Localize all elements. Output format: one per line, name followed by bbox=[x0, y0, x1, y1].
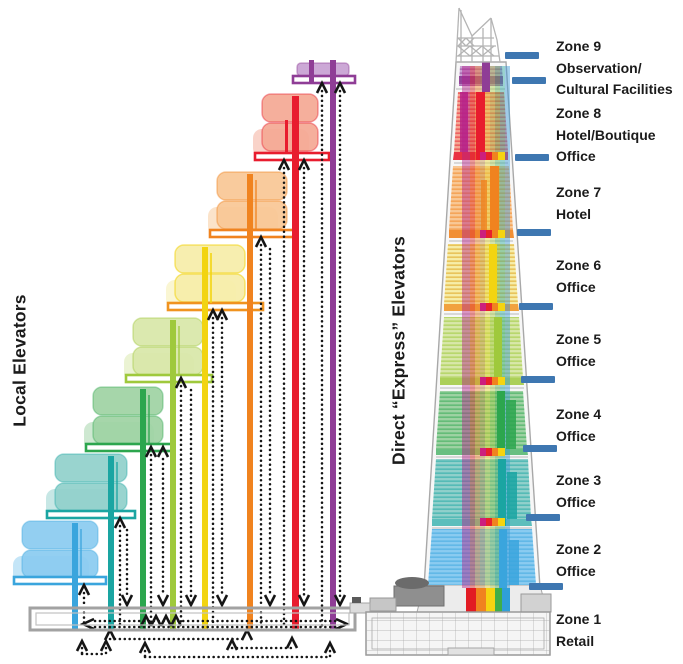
local-stack-zone-7 bbox=[208, 171, 297, 629]
zone-boundary-marker bbox=[526, 514, 560, 521]
zone-boundary-marker bbox=[517, 229, 551, 236]
zone-label-8: Zone 8 Hotel/Boutique Office bbox=[556, 105, 656, 164]
zone-boundary-markers bbox=[505, 52, 563, 590]
local-elevators-diagram bbox=[12, 60, 357, 659]
local-elevators-label: Local Elevators bbox=[9, 294, 30, 427]
tower-section bbox=[349, 7, 563, 656]
zone-boundary-marker bbox=[519, 303, 553, 310]
local-stack-zone-3 bbox=[45, 453, 137, 629]
zone-label-2: Zone 2 Office bbox=[556, 541, 602, 579]
local-stack-zone-2 bbox=[12, 520, 108, 629]
local-stack-zone-8 bbox=[253, 93, 331, 629]
zone-label-6: Zone 6 Office bbox=[556, 257, 602, 295]
zone-label-7: Zone 7 Hotel bbox=[556, 184, 602, 222]
zone-boundary-marker bbox=[505, 52, 539, 59]
local-stack-zone-5 bbox=[124, 317, 214, 629]
local-shafts-in-tower bbox=[460, 62, 519, 588]
zone-boundary-marker bbox=[521, 376, 555, 383]
local-stack-zone-9 bbox=[291, 60, 357, 629]
podium bbox=[349, 577, 552, 656]
express-elevators-label: Direct “Express” Elevators bbox=[388, 236, 409, 465]
zone-boundary-marker bbox=[512, 77, 546, 84]
zone-boundary-marker bbox=[529, 583, 563, 590]
zone-label-1: Zone 1 Retail bbox=[556, 611, 602, 649]
zone-boundary-marker bbox=[523, 445, 557, 452]
local-stack-zone-4 bbox=[84, 386, 174, 629]
elevator-travel-arrows bbox=[80, 89, 342, 659]
spire bbox=[455, 7, 501, 63]
zone-label-5: Zone 5 Office bbox=[556, 331, 602, 369]
shaft-boundary-markers bbox=[480, 152, 505, 526]
zone-label-3: Zone 3 Office bbox=[556, 472, 602, 510]
ground-lobby-bar bbox=[28, 606, 357, 632]
zone-label-9: Zone 9 Observation/ Cultural Facilities bbox=[556, 38, 673, 97]
zone-label-4: Zone 4 Office bbox=[556, 406, 602, 444]
local-stack-zone-6 bbox=[166, 244, 265, 629]
zone-boundary-marker bbox=[515, 154, 549, 161]
